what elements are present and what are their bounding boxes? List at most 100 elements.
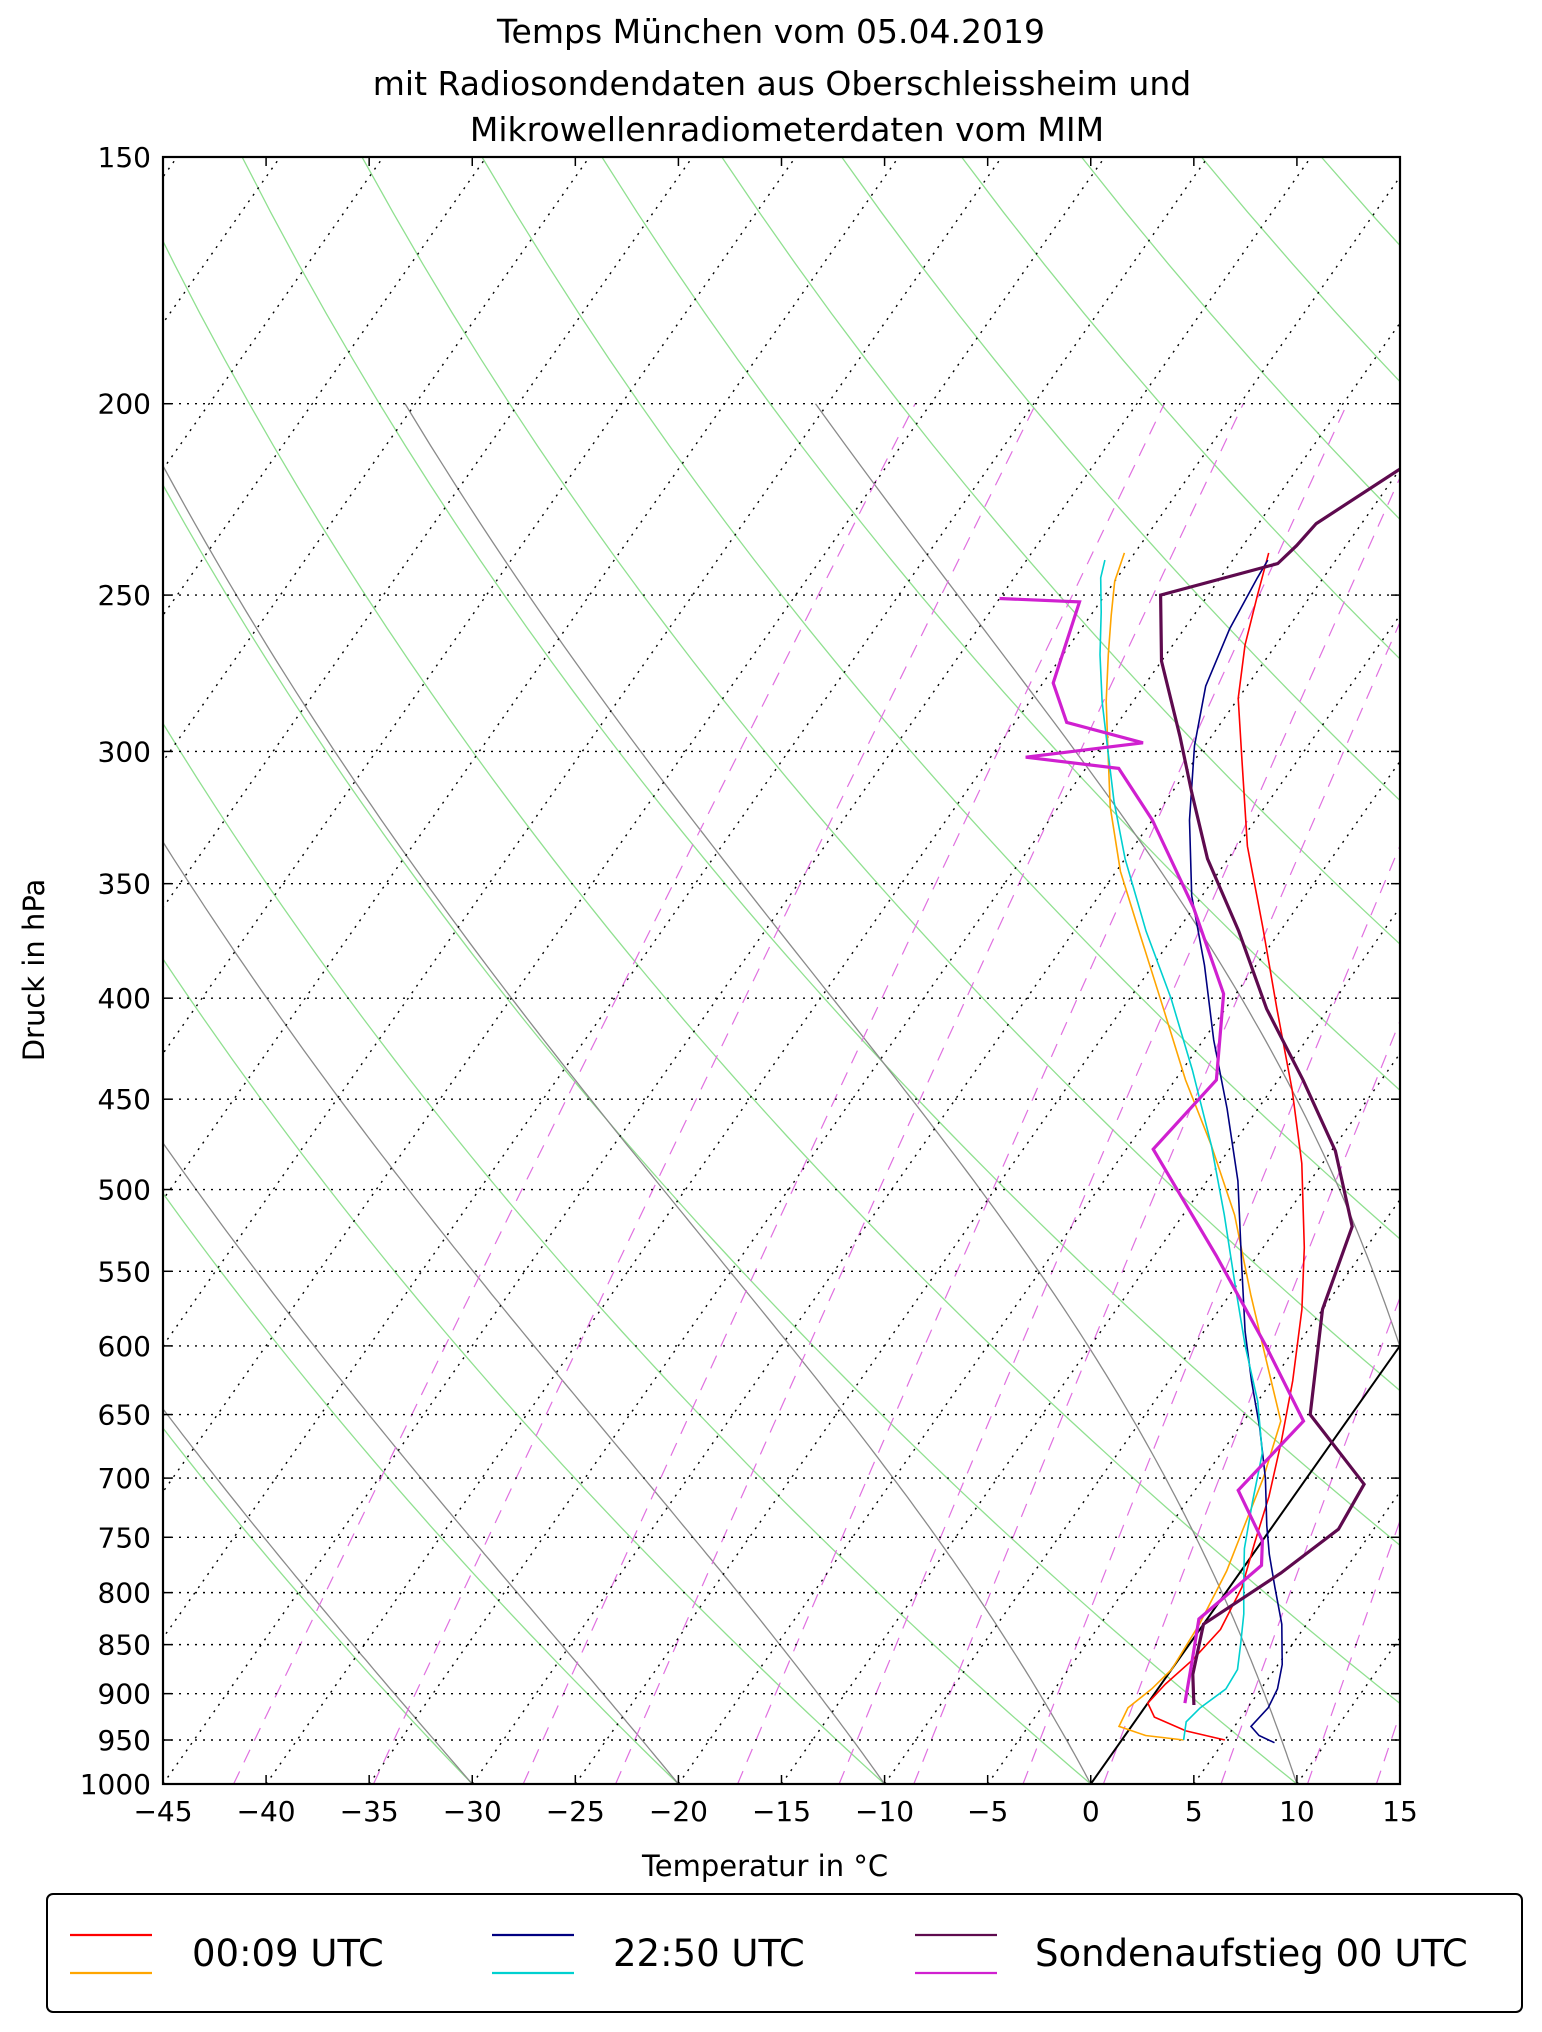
y-tick-label: 150 <box>98 141 151 174</box>
x-tick-label: 15 <box>1382 1795 1418 1828</box>
x-tick-label: −10 <box>855 1795 914 1828</box>
x-tick-label: 10 <box>1279 1795 1315 1828</box>
dry-adiabat-line <box>361 157 1400 1392</box>
dry-adiabat-line <box>163 1427 473 1784</box>
dry-adiabat-line <box>241 157 1400 1547</box>
y-tick-label: 450 <box>98 1083 151 1116</box>
isotherm-line <box>1399 1782 1400 1784</box>
moist-adiabat-line <box>163 1407 473 1784</box>
x-axis-label-text: Temperatur in <box>641 1849 853 1883</box>
legend: 00:09 UTC 22:50 UTC Sondenaufstieg 00 UTC <box>70 1932 1468 1975</box>
chart-title-line-2: mit Radiosondendaten aus Oberschleisshei… <box>373 64 1191 103</box>
legend-label-0: 00:09 UTC <box>192 1932 384 1975</box>
y-tick-label: 750 <box>98 1521 151 1554</box>
mixing-ratio-line <box>1375 1712 1400 1784</box>
dry-adiabat-line <box>163 957 886 1784</box>
dry-adiabat-line <box>721 157 1400 946</box>
series-line-4-temperature <box>1158 467 1400 1706</box>
mixing-ratio-line <box>1022 844 1400 1784</box>
dry-adiabat-line <box>163 722 1092 1784</box>
series-line-0-temperature <box>1146 552 1306 1741</box>
isotherm-line <box>677 760 1400 1784</box>
mixing-ratio-line <box>1527 404 1542 1784</box>
y-tick-label: 850 <box>98 1629 151 1662</box>
y-tick-label: 550 <box>98 1255 151 1288</box>
y-tick-label: 300 <box>98 735 151 768</box>
chart-title-line-3: Mikrowellenradiometerdaten vom MIM <box>470 110 1104 149</box>
dry-adiabat-line <box>163 483 1298 1784</box>
moist-adiabat-line <box>163 464 1092 1784</box>
background-isolines <box>163 157 1542 1784</box>
y-axis-label: Druck in hPa <box>17 879 51 1062</box>
x-tick-label: −20 <box>649 1795 708 1828</box>
legend-label-1: 22:50 UTC <box>613 1932 805 1975</box>
y-tick-label: 500 <box>98 1174 151 1207</box>
dry-adiabat-line <box>601 157 1400 1092</box>
dry-adiabat-line <box>481 157 1400 1240</box>
y-tick-label: 650 <box>98 1399 151 1432</box>
x-tick-label: −15 <box>752 1795 811 1828</box>
x-tick-label: −45 <box>133 1795 192 1828</box>
legend-label-2: Sondenaufstieg 00 UTC <box>1035 1932 1468 1975</box>
x-tick-label: −40 <box>237 1795 296 1828</box>
dry-adiabat-line <box>841 157 1400 802</box>
series-layer <box>999 467 1400 1744</box>
moist-adiabat-line <box>163 1141 679 1784</box>
y-tick-label: 350 <box>98 868 151 901</box>
y-tick-label: 400 <box>98 982 151 1015</box>
mixing-ratio-line <box>913 620 1400 1784</box>
x-tick-label: 0 <box>1082 1795 1100 1828</box>
mixing-ratio-line <box>1102 1019 1400 1784</box>
isotherm-line <box>163 157 1312 1784</box>
x-tick-label: −30 <box>443 1795 502 1828</box>
moist-adiabat-line <box>404 403 1298 1784</box>
x-tick-label: 5 <box>1185 1795 1203 1828</box>
isotherm-line <box>574 614 1400 1784</box>
y-tick-label: 950 <box>98 1724 151 1757</box>
isotherm-line <box>163 157 590 763</box>
series-line-3-dewpoint <box>1099 559 1264 1741</box>
isotherm-line <box>265 175 1400 1784</box>
x-axis-label-unit: °C <box>853 1849 888 1883</box>
mixing-ratio-line <box>615 403 1244 1784</box>
x-tick-label: −25 <box>546 1795 605 1828</box>
dry-adiabat-line <box>163 1192 679 1784</box>
isotherm-line <box>884 1052 1400 1784</box>
x-tick-label: −5 <box>967 1795 1008 1828</box>
moist-adiabat-line <box>163 840 886 1784</box>
series-line-1-dewpoint <box>1105 552 1282 1741</box>
dry-adiabat-line <box>163 239 1400 1705</box>
y-tick-label: 700 <box>98 1462 151 1495</box>
mixing-ratio-line <box>737 403 1348 1784</box>
legend-box <box>46 1893 1523 2013</box>
zero-isotherm-line <box>1089 1343 1400 1784</box>
x-axis-label: Temperatur in °C <box>641 1849 888 1883</box>
y-axis: 150 200 250 300 350 400 450 500 550 600 650 700 750 8… <box>80 141 1400 1801</box>
y-tick-label: 800 <box>98 1577 151 1610</box>
mixing-ratio-line <box>1306 1519 1400 1784</box>
mixing-ratio-line <box>522 403 1165 1784</box>
isotherm-line <box>1296 1636 1400 1784</box>
isotherm-line <box>987 1198 1400 1784</box>
y-tick-label: 900 <box>98 1678 151 1711</box>
x-axis: −45 −40 −35 −30 −25 −20 −15 −10 −5 0 5 10 15 <box>133 157 1418 1828</box>
y-tick-label: 600 <box>98 1330 151 1363</box>
grid-lines <box>163 157 1400 1784</box>
y-tick-label: 250 <box>98 579 151 612</box>
isotherm-line <box>780 906 1400 1784</box>
moist-adiabat-line <box>1428 404 1542 1784</box>
x-tick-label: −35 <box>340 1795 399 1828</box>
dry-adiabat-line <box>1320 157 1400 247</box>
isotherm-line <box>368 321 1400 1784</box>
series-line-5-dewpoint <box>999 596 1306 1704</box>
mixing-ratio-line <box>1459 404 1542 1784</box>
dry-adiabat-line <box>1441 157 1542 1784</box>
mixing-ratio-line <box>372 403 1037 1784</box>
y-tick-label: 1000 <box>80 1768 151 1801</box>
mixing-ratio-line <box>838 476 1400 1784</box>
isotherm-line <box>163 157 487 617</box>
isotherm-line <box>163 157 384 471</box>
chart-title-line-1: Temps München vom 05.04.2019 <box>496 12 1045 51</box>
y-tick-label: 200 <box>98 388 151 421</box>
